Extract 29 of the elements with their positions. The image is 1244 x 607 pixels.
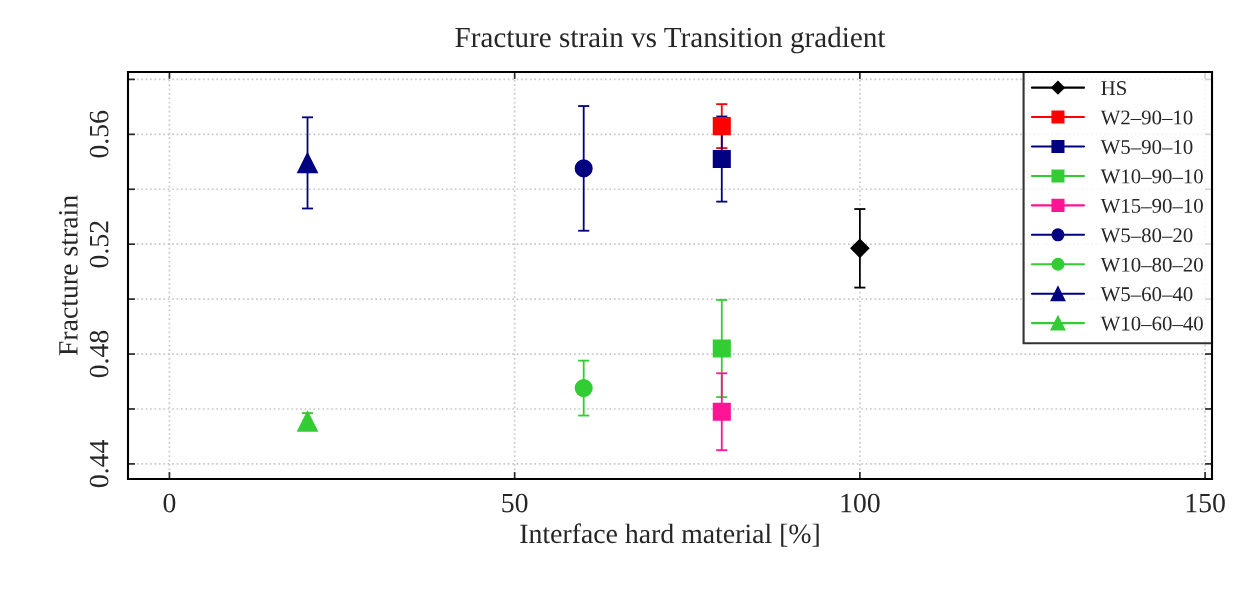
- x-axis-title: Interface hard material [%]: [520, 523, 819, 547]
- legend-label: W10–60–40: [1100, 316, 1203, 331]
- x-tick-label: 0: [163, 493, 176, 513]
- point: [574, 159, 593, 178]
- legend-label: W15–90–10: [1100, 198, 1203, 213]
- legend-label: W5–80–20: [1100, 228, 1193, 243]
- y-axis-title: Fracture strain: [59, 195, 78, 356]
- point: [712, 402, 731, 421]
- chart-title: Fracture strain vs Transition gradient: [455, 26, 886, 54]
- y-tick-label: 0.56: [89, 110, 109, 158]
- point: [297, 152, 318, 174]
- point: [712, 117, 731, 136]
- x-tick-label: 50: [502, 493, 528, 513]
- x-tick-label: 150: [1186, 493, 1225, 513]
- y-tick-label: 0.48: [89, 330, 109, 378]
- x-tick-label: 100: [841, 493, 880, 513]
- point: [712, 150, 731, 169]
- legend-label: W10–90–10: [1100, 169, 1203, 184]
- legend-label: W5–60–40: [1100, 287, 1193, 302]
- point: [574, 379, 593, 398]
- legend-label: W2–90–10: [1100, 110, 1193, 125]
- point: [850, 238, 870, 258]
- y-tick-label: 0.44: [89, 440, 109, 488]
- legend-label: HS: [1101, 81, 1127, 96]
- point: [712, 339, 731, 358]
- legend-label: W10–80–20: [1100, 257, 1203, 272]
- legend-label: W5–90–10: [1100, 139, 1193, 155]
- y-tick-label: 0.52: [89, 221, 109, 268]
- point: [297, 410, 318, 432]
